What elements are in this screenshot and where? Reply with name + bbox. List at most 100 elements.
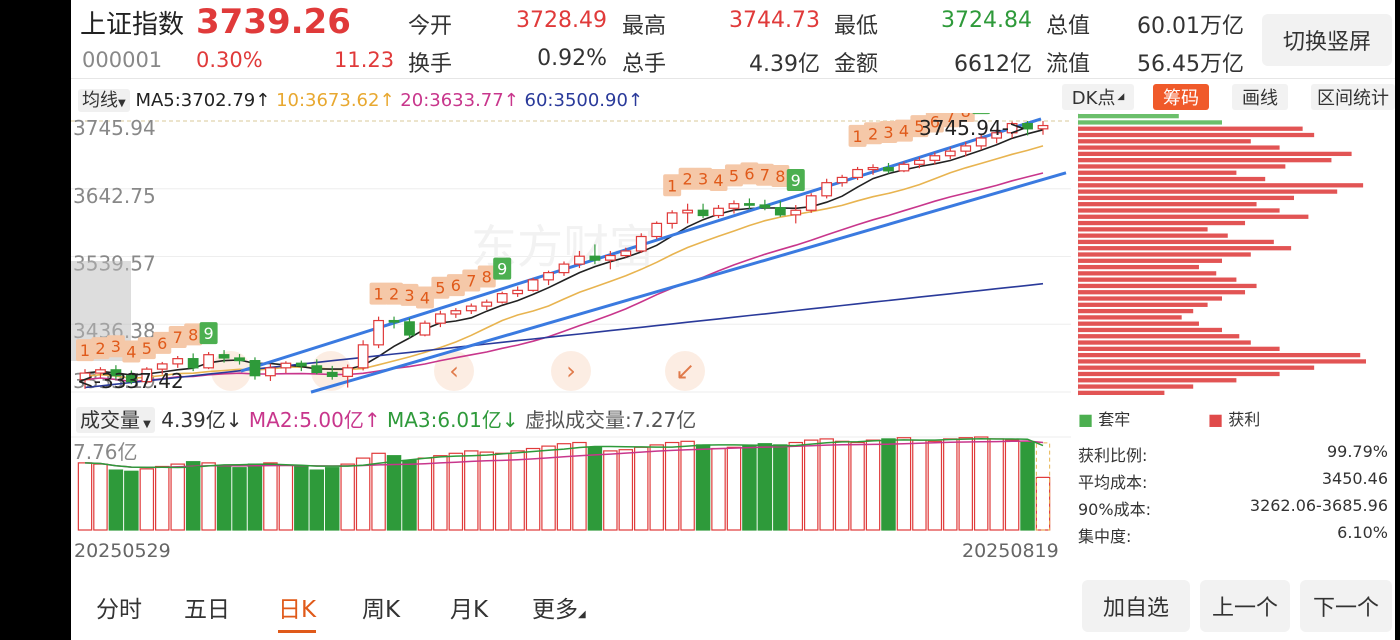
chip-bar xyxy=(1078,352,1361,358)
chip-stat-label: 平均成本: xyxy=(1078,473,1148,492)
volume-bar xyxy=(108,469,124,531)
ma-mode-select[interactable]: 均线▼ xyxy=(78,89,130,112)
tab-five-day[interactable]: 五日 xyxy=(184,597,230,623)
range-stats-button[interactable]: 区间统计 xyxy=(1311,84,1395,110)
volume-select-label: 成交量 xyxy=(80,408,140,432)
chip-bar xyxy=(1078,151,1352,157)
candle xyxy=(265,363,276,381)
svg-text:6: 6 xyxy=(451,276,461,295)
quote-value: 0.92% xyxy=(537,46,607,71)
chip-bar xyxy=(1078,321,1199,326)
channel-lower-line xyxy=(310,171,1067,394)
chip-bar xyxy=(1078,378,1237,383)
td-count-tag: 1 xyxy=(369,282,388,305)
high-annotation: 3745.94-> xyxy=(919,116,1026,140)
chip-bar xyxy=(1078,327,1222,333)
chip-bar xyxy=(1078,271,1217,276)
tab-more[interactable]: 更多◢ xyxy=(532,590,586,624)
candle xyxy=(697,203,709,219)
td-count-tag: 6 xyxy=(740,162,759,185)
kline-chart[interactable]: 3745.943642.753539.573436.383333.19东方财富‹… xyxy=(71,113,1071,400)
chip-bar xyxy=(1078,239,1274,245)
volume-bar xyxy=(634,446,649,531)
candle xyxy=(975,134,987,150)
volume-chart[interactable]: 7.76亿 xyxy=(71,433,1071,533)
switch-portrait-button[interactable]: 切换竖屏 xyxy=(1262,14,1392,66)
td-count-tag: 8 xyxy=(184,323,203,346)
chip-stat-label: 获利比例: xyxy=(1078,446,1148,465)
left-black-bar xyxy=(0,0,71,640)
td-count-tag: 8 xyxy=(956,113,975,122)
svg-text:8: 8 xyxy=(775,167,785,186)
chip-stat-value: 3262.06-3685.96 xyxy=(1249,496,1388,515)
volume-bar xyxy=(417,457,433,531)
td-count-tag: 3 xyxy=(879,120,898,143)
add-watchlist-button[interactable]: 加自选 xyxy=(1082,580,1190,632)
td-count-tag: 1 xyxy=(848,124,867,147)
candle xyxy=(79,369,91,389)
chip-bar xyxy=(1078,334,1240,339)
ma-indicator-bar: 均线▼ MA5:3702.79↑ 10:3673.62↑ 20:3633.77↑… xyxy=(78,86,643,112)
svg-text:8: 8 xyxy=(961,113,971,121)
ma-mode-label: 均线 xyxy=(82,90,118,111)
candle xyxy=(852,166,863,181)
chip-bar xyxy=(1078,390,1165,395)
volume-select[interactable]: 成交量 ▼ xyxy=(76,407,155,433)
candle xyxy=(883,162,894,174)
legend-profit-label: 获利 xyxy=(1228,410,1261,429)
svg-text:7: 7 xyxy=(760,166,770,185)
corner-caret-icon: ◢ xyxy=(1117,92,1125,102)
candle xyxy=(434,310,446,328)
candle xyxy=(944,147,956,160)
dk-point-button[interactable]: DK点 ◢ xyxy=(1062,84,1134,110)
scroll-right-icon: › xyxy=(551,351,591,391)
legend-loss: ■ 套牢 xyxy=(1078,410,1131,429)
td-count-tag: 5 xyxy=(431,276,450,299)
current-price: 3739.26 xyxy=(196,2,351,42)
candle xyxy=(991,129,1003,144)
chip-bar xyxy=(1078,365,1315,370)
draw-line-button[interactable]: 画线 xyxy=(1232,84,1288,110)
volume-bar xyxy=(355,457,371,531)
volume-bar xyxy=(819,438,834,531)
tab-daily-k[interactable]: 日K xyxy=(278,597,317,623)
chip-bar xyxy=(1078,164,1286,169)
volume-bar xyxy=(1035,476,1051,531)
chips-button[interactable]: 筹码 xyxy=(1153,84,1209,110)
volume-bar xyxy=(170,463,185,531)
chip-bar xyxy=(1078,290,1246,295)
svg-text:9: 9 xyxy=(791,171,801,190)
chip-bar xyxy=(1078,384,1194,389)
td-count-9-tag: 9 xyxy=(786,169,805,192)
chip-bar xyxy=(1078,158,1332,163)
td-count-tag: 7 xyxy=(462,269,481,292)
svg-text:9: 9 xyxy=(497,260,507,279)
candle xyxy=(187,353,199,372)
volume-bar xyxy=(649,444,664,531)
tab-intraday[interactable]: 分时 xyxy=(96,597,142,623)
candle xyxy=(496,291,508,304)
td-count-tag: 6 xyxy=(446,274,465,297)
td-count-tag: 6 xyxy=(925,113,944,133)
candle xyxy=(744,198,755,209)
volume-bar xyxy=(958,437,973,531)
chip-bar xyxy=(1078,139,1251,144)
td-count-tag: 5 xyxy=(137,337,156,360)
next-stock-button[interactable]: 下一个 xyxy=(1300,580,1392,632)
candle xyxy=(527,277,539,292)
prev-stock-button[interactable]: 上一个 xyxy=(1200,580,1290,632)
volume-bar xyxy=(757,443,773,531)
volume-bar xyxy=(77,462,93,531)
candle xyxy=(465,303,477,314)
candle xyxy=(774,201,786,217)
tab-weekly-k[interactable]: 周K xyxy=(362,597,401,623)
chip-bar xyxy=(1078,126,1303,131)
volume-bar xyxy=(525,447,541,531)
volume-ma2-line xyxy=(84,440,1044,469)
volume-bar xyxy=(93,463,108,531)
td-count-tag: 4 xyxy=(709,169,728,192)
candle xyxy=(929,152,941,165)
tab-monthly-k[interactable]: 月K xyxy=(450,597,489,623)
candle xyxy=(295,360,307,372)
candle xyxy=(388,316,400,329)
